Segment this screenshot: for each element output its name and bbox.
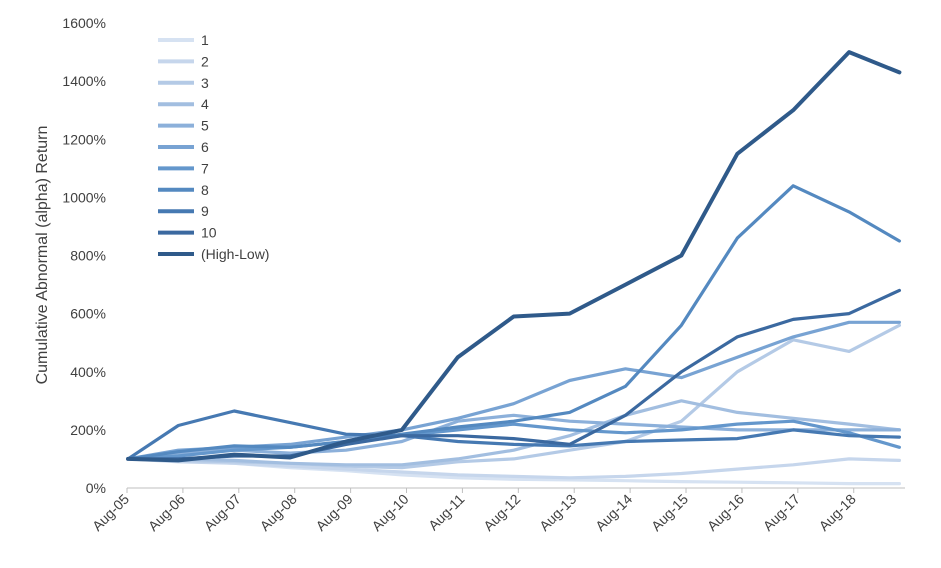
- x-tick-label: Aug-18: [816, 491, 859, 534]
- x-tick-label: Aug-14: [592, 491, 635, 534]
- y-tick-label: 800%: [70, 248, 106, 264]
- legend: 1 2 3 4 5 6 7 8 9 10 (High-Low): [158, 32, 269, 262]
- x-tick-label: Aug-09: [312, 491, 355, 534]
- y-tick-label: 600%: [70, 306, 106, 322]
- x-tick-label: Aug-12: [480, 491, 523, 534]
- x-tick-label: Aug-10: [368, 491, 411, 534]
- y-tick-label: 1200%: [62, 131, 106, 147]
- x-tick-label: Aug-11: [425, 491, 468, 534]
- y-axis-label: Cumulative Abnormal (alpha) Return: [34, 126, 51, 385]
- x-tick-label: Aug-06: [145, 491, 188, 534]
- series-lines: [126, 50, 902, 486]
- x-tick-label: Aug-08: [257, 491, 300, 534]
- y-tick-label: 1400%: [62, 73, 106, 89]
- legend-label: 2: [201, 53, 209, 69]
- y-axis-tick-labels: 0% 200% 400% 600% 800% 1000% 1200% 1400% 1600%: [62, 15, 106, 496]
- y-tick-label: 200%: [70, 422, 106, 438]
- legend-label: 1: [201, 32, 209, 48]
- legend-label: 6: [201, 139, 209, 155]
- x-tick-label: Aug-17: [760, 491, 803, 534]
- legend-label: 8: [201, 182, 209, 198]
- legend-label: 5: [201, 118, 209, 134]
- y-tick-label: 1600%: [62, 15, 106, 31]
- legend-label: 3: [201, 75, 209, 91]
- series-line-9: [126, 409, 902, 461]
- x-tick-label: Aug-07: [201, 491, 244, 534]
- y-tick-label: 0%: [86, 480, 106, 496]
- x-tick-label: Aug-05: [89, 491, 132, 534]
- series-line-5: [126, 413, 902, 461]
- legend-label: 4: [201, 96, 209, 112]
- series-line-11: [126, 50, 902, 463]
- series-line-8: [126, 184, 902, 461]
- legend-label: 10: [201, 225, 217, 241]
- series-line-4: [126, 399, 902, 467]
- x-tick-label: Aug-15: [648, 491, 691, 534]
- legend-label: (High-Low): [201, 246, 269, 262]
- x-axis-tick-labels: Aug-05 Aug-06 Aug-07 Aug-08 Aug-09 Aug-10 Aug-…: [89, 488, 859, 534]
- y-tick-label: 1000%: [62, 189, 106, 205]
- y-tick-label: 400%: [70, 364, 106, 380]
- x-tick-label: Aug-16: [704, 491, 747, 534]
- legend-label: 7: [201, 160, 209, 176]
- series-line-2: [126, 457, 902, 480]
- x-tick-label: Aug-13: [536, 491, 579, 534]
- series-line-7: [126, 419, 902, 461]
- legend-label: 9: [201, 203, 209, 219]
